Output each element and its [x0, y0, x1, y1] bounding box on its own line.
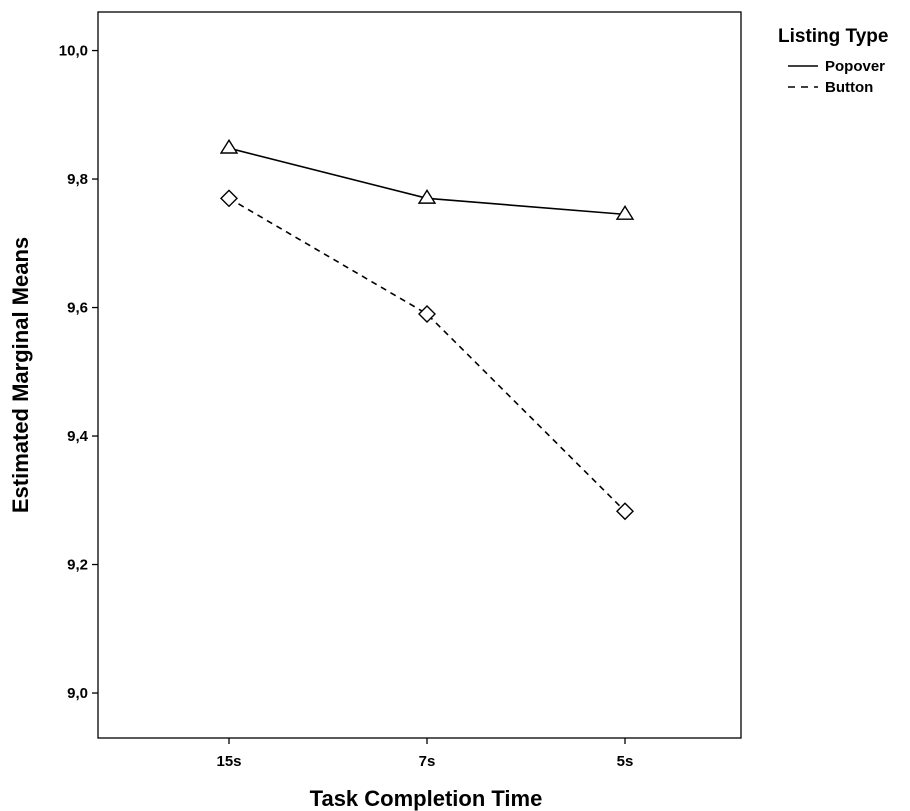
- plot-frame: [97, 11, 742, 739]
- x-tick-label: 7s: [419, 753, 436, 770]
- y-tick-label: 9,4: [67, 428, 89, 445]
- y-tick-label: 9,6: [67, 300, 88, 317]
- series-line-popover: [228, 147, 626, 216]
- series-layer: [219, 138, 635, 521]
- data-point-button: [616, 502, 634, 521]
- data-point-popover: [615, 205, 635, 220]
- x-axis-ticks: 15s 7s 5s: [216, 738, 633, 770]
- legend-label-button: Button: [825, 79, 873, 96]
- y-axis-ticks: 9,0 9,2 9,4 9,6 9,8 10,0: [59, 43, 98, 702]
- series-line-button: [228, 197, 626, 512]
- data-point-popover: [219, 138, 239, 154]
- y-tick-label: 9,0: [67, 685, 88, 702]
- data-point-button: [418, 304, 436, 323]
- x-tick-label: 15s: [216, 753, 241, 770]
- legend-label-popover: Popover: [825, 58, 885, 75]
- x-tick-label: 5s: [617, 753, 634, 770]
- legend-title: Listing Type: [778, 26, 888, 47]
- y-tick-label: 9,2: [67, 557, 88, 574]
- y-tick-label: 10,0: [59, 43, 88, 60]
- data-point-popover: [417, 188, 437, 204]
- x-axis-title: Task Completion Time: [310, 786, 543, 811]
- y-axis-title: Estimated Marginal Means: [8, 237, 33, 513]
- y-tick-label: 9,8: [67, 171, 88, 188]
- legend: Listing Type Popover Button: [778, 26, 888, 96]
- data-point-button: [220, 189, 238, 208]
